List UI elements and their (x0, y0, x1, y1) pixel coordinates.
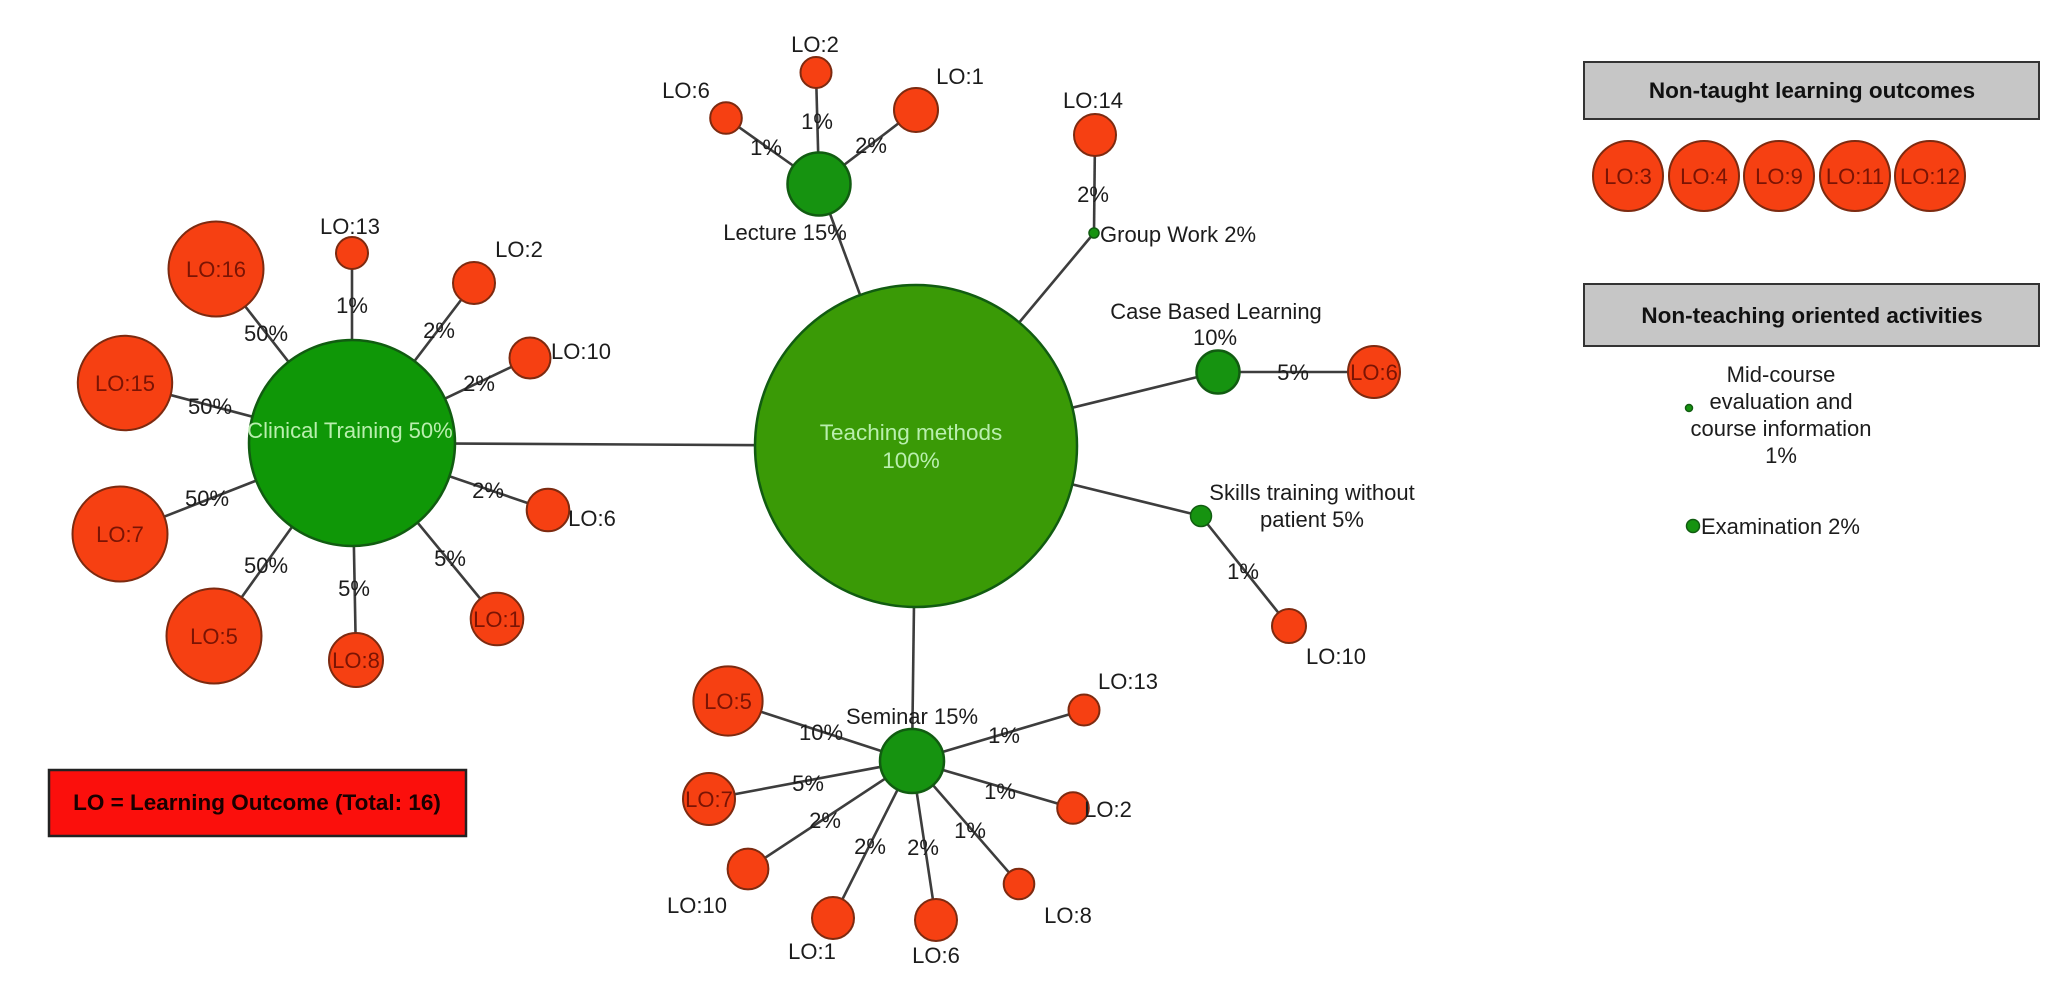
svg-text:LO:13: LO:13 (1098, 669, 1158, 694)
svg-text:LO:14: LO:14 (1063, 88, 1123, 113)
svg-text:Lecture 15%: Lecture 15% (723, 220, 847, 245)
svg-text:10%: 10% (1193, 325, 1237, 350)
svg-text:LO:5: LO:5 (704, 689, 752, 714)
svg-text:1%: 1% (1227, 559, 1259, 584)
svg-text:LO:8: LO:8 (332, 648, 380, 673)
svg-text:Non-taught learning outcomes: Non-taught learning outcomes (1649, 78, 1975, 103)
svg-text:LO:6: LO:6 (1350, 360, 1398, 385)
svg-text:2%: 2% (907, 835, 939, 860)
svg-text:5%: 5% (792, 771, 824, 796)
svg-text:50%: 50% (244, 321, 288, 346)
svg-text:Case Based Learning: Case Based Learning (1110, 299, 1322, 324)
svg-text:2%: 2% (472, 478, 504, 503)
svg-text:LO:12: LO:12 (1900, 164, 1960, 189)
svg-text:5%: 5% (338, 576, 370, 601)
svg-text:Mid-course: Mid-course (1727, 362, 1836, 387)
svg-text:LO:2: LO:2 (1084, 797, 1132, 822)
svg-text:LO:16: LO:16 (186, 257, 246, 282)
svg-text:50%: 50% (244, 553, 288, 578)
svg-text:LO:1: LO:1 (936, 64, 984, 89)
svg-text:LO:10: LO:10 (1306, 644, 1366, 669)
svg-text:5%: 5% (1277, 360, 1309, 385)
svg-text:1%: 1% (801, 109, 833, 134)
svg-text:50%: 50% (185, 486, 229, 511)
svg-text:2%: 2% (854, 834, 886, 859)
svg-text:1%: 1% (984, 779, 1016, 804)
svg-text:LO:6: LO:6 (912, 943, 960, 968)
svg-text:10%: 10% (799, 720, 843, 745)
svg-text:Non-teaching oriented activiti: Non-teaching oriented activities (1641, 303, 1982, 328)
svg-text:LO:6: LO:6 (662, 78, 710, 103)
svg-text:LO:13: LO:13 (320, 214, 380, 239)
svg-text:2%: 2% (423, 318, 455, 343)
svg-text:LO:2: LO:2 (495, 237, 543, 262)
svg-text:LO:9: LO:9 (1755, 164, 1803, 189)
svg-text:patient 5%: patient 5% (1260, 507, 1364, 532)
svg-text:5%: 5% (434, 546, 466, 571)
svg-text:LO:2: LO:2 (791, 32, 839, 57)
svg-text:Clinical Training 50%: Clinical Training 50% (247, 418, 452, 443)
svg-text:1%: 1% (336, 293, 368, 318)
svg-text:LO:10: LO:10 (551, 339, 611, 364)
svg-text:2%: 2% (463, 371, 495, 396)
svg-text:1%: 1% (750, 135, 782, 160)
svg-text:1%: 1% (1765, 443, 1797, 468)
svg-text:LO:1: LO:1 (473, 607, 521, 632)
svg-text:LO:11: LO:11 (1826, 164, 1884, 189)
svg-text:1%: 1% (988, 723, 1020, 748)
svg-text:LO:7: LO:7 (685, 787, 733, 812)
svg-text:LO:1: LO:1 (788, 939, 836, 964)
svg-text:LO = Learning Outcome (Total:: LO = Learning Outcome (Total: 16) (73, 790, 441, 815)
svg-text:100%: 100% (882, 448, 940, 473)
svg-text:LO:10: LO:10 (667, 893, 727, 918)
svg-text:1%: 1% (954, 818, 986, 843)
svg-text:2%: 2% (809, 808, 841, 833)
svg-text:Examination 2%: Examination 2% (1701, 514, 1860, 539)
svg-text:LO:15: LO:15 (95, 371, 155, 396)
svg-text:50%: 50% (188, 394, 232, 419)
svg-text:LO:5: LO:5 (190, 624, 238, 649)
svg-text:2%: 2% (855, 133, 887, 158)
svg-text:Seminar 15%: Seminar 15% (846, 704, 978, 729)
svg-text:evaluation and: evaluation and (1709, 389, 1852, 414)
svg-text:LO:4: LO:4 (1680, 164, 1728, 189)
svg-text:Group Work 2%: Group Work 2% (1100, 222, 1256, 247)
svg-text:LO:7: LO:7 (96, 522, 144, 547)
svg-text:course information: course information (1691, 416, 1872, 441)
svg-text:Skills training without: Skills training without (1209, 480, 1414, 505)
svg-text:2%: 2% (1077, 182, 1109, 207)
svg-text:LO:3: LO:3 (1604, 164, 1652, 189)
svg-text:LO:8: LO:8 (1044, 903, 1092, 928)
svg-text:LO:6: LO:6 (568, 506, 616, 531)
svg-text:Teaching methods: Teaching methods (820, 420, 1003, 445)
